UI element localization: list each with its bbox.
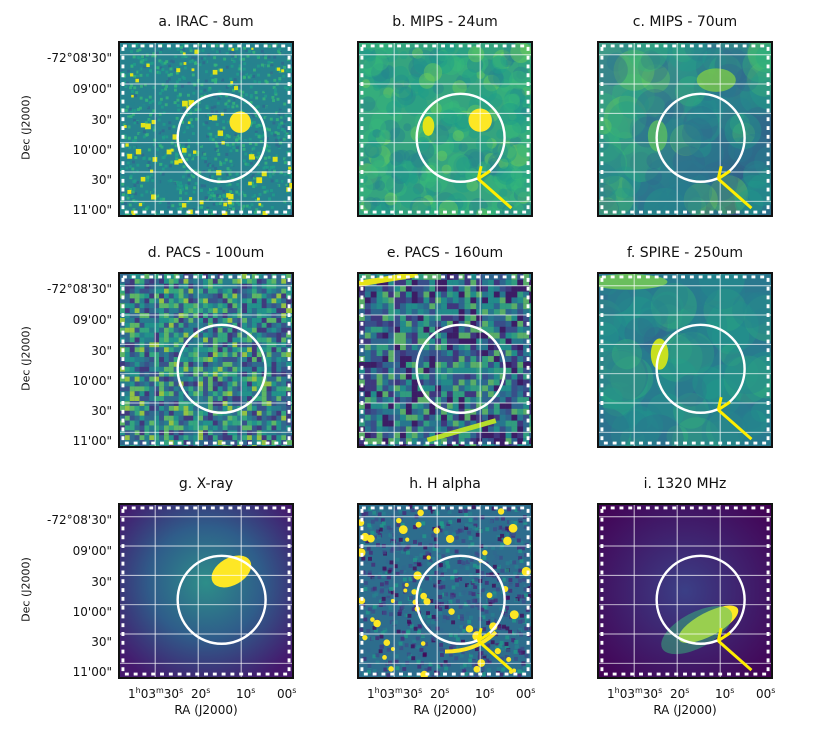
coordinate-grid <box>120 505 292 677</box>
y-tick-label: 09'00" <box>72 313 112 327</box>
y-tick-label: 30" <box>91 575 112 589</box>
y-tick-label: 30" <box>91 113 112 127</box>
x-tick-label: 1h03m30s <box>128 686 184 701</box>
y-tick-label: 10'00" <box>72 143 112 157</box>
coordinate-grid <box>599 505 771 677</box>
arrow-marker <box>716 165 753 210</box>
x-tick-label: 20s <box>430 686 450 701</box>
image-panel-g <box>118 503 294 679</box>
x-tick-label: 00s <box>516 686 536 701</box>
y-tick-label: 10'00" <box>72 605 112 619</box>
aperture-circle <box>415 323 506 414</box>
y-tick-label: 09'00" <box>72 82 112 96</box>
aperture-circle <box>655 92 746 183</box>
x-tick-label: 00s <box>277 686 297 701</box>
image-panel-h <box>357 503 533 679</box>
aperture-circle <box>415 554 506 645</box>
x-tick-label: 20s <box>670 686 690 701</box>
arrow-marker <box>476 627 513 672</box>
arrow-marker <box>476 165 513 210</box>
x-tick-label: 10s <box>475 686 495 701</box>
minor-ticks <box>121 44 291 214</box>
image-panel-d <box>118 272 294 448</box>
panel-title: g. X-ray <box>178 476 234 492</box>
aperture-circle <box>655 323 746 414</box>
image-panel-e <box>357 272 533 448</box>
y-tick-label: 11'00" <box>72 665 112 679</box>
panel-image <box>120 505 292 677</box>
x-axis-label: RA (J2000) <box>413 703 477 717</box>
panel-image <box>359 274 531 446</box>
panel-title: d. PACS - 100um <box>147 245 265 261</box>
minor-ticks <box>360 506 530 676</box>
panel-image <box>120 43 292 215</box>
panel-title: h. H alpha <box>409 476 481 492</box>
panel-title: a. IRAC - 8um <box>158 14 254 30</box>
image-panel-a <box>118 41 294 217</box>
minor-ticks <box>600 506 770 676</box>
aperture-circle <box>176 323 267 414</box>
y-tick-label: 09'00" <box>72 544 112 558</box>
aperture-circle <box>176 92 267 183</box>
y-tick-label: 11'00" <box>72 203 112 217</box>
coordinate-grid <box>120 274 292 446</box>
y-tick-label: -72°08'30" <box>47 513 112 527</box>
x-axis-label: RA (J2000) <box>174 703 238 717</box>
x-tick-label: 20s <box>191 686 211 701</box>
minor-ticks <box>121 506 291 676</box>
panel-image <box>599 274 771 446</box>
x-axis-label: RA (J2000) <box>653 703 717 717</box>
y-tick-label: 30" <box>91 635 112 649</box>
panel-image <box>359 505 531 677</box>
x-tick-label: 00s <box>756 686 776 701</box>
x-tick-label: 10s <box>236 686 256 701</box>
panel-title: e. PACS - 160um <box>386 245 504 261</box>
aperture-circle <box>655 554 746 645</box>
y-tick-label: -72°08'30" <box>47 51 112 65</box>
image-panel-b <box>357 41 533 217</box>
image-panel-i <box>597 503 773 679</box>
panel-image <box>599 43 771 215</box>
y-tick-label: 11'00" <box>72 434 112 448</box>
image-panel-c <box>597 41 773 217</box>
image-panel-f <box>597 272 773 448</box>
panel-title: i. 1320 MHz <box>643 476 727 492</box>
panel-image <box>359 43 531 215</box>
x-tick-label: 10s <box>715 686 735 701</box>
y-tick-label: 30" <box>91 404 112 418</box>
aperture-circle <box>176 554 267 645</box>
x-tick-label: 1h03m30s <box>367 686 423 701</box>
arrow-marker <box>716 627 753 672</box>
coordinate-grid <box>599 274 771 446</box>
aperture-circle <box>415 92 506 183</box>
y-tick-label: 10'00" <box>72 374 112 388</box>
coordinate-grid <box>120 43 292 215</box>
minor-ticks <box>121 275 291 445</box>
y-tick-label: 30" <box>91 344 112 358</box>
minor-ticks <box>360 275 530 445</box>
y-tick-label: 30" <box>91 173 112 187</box>
panel-image <box>599 505 771 677</box>
x-tick-label: 1h03m30s <box>607 686 663 701</box>
coordinate-grid <box>359 274 531 446</box>
arrow-marker <box>716 396 753 441</box>
panel-title: b. MIPS - 24um <box>392 14 498 30</box>
minor-ticks <box>360 44 530 214</box>
panel-image <box>120 274 292 446</box>
y-tick-label: -72°08'30" <box>47 282 112 296</box>
panel-title: c. MIPS - 70um <box>632 14 738 30</box>
panel-title: f. SPIRE - 250um <box>626 245 744 261</box>
minor-ticks <box>600 275 770 445</box>
minor-ticks <box>600 44 770 214</box>
